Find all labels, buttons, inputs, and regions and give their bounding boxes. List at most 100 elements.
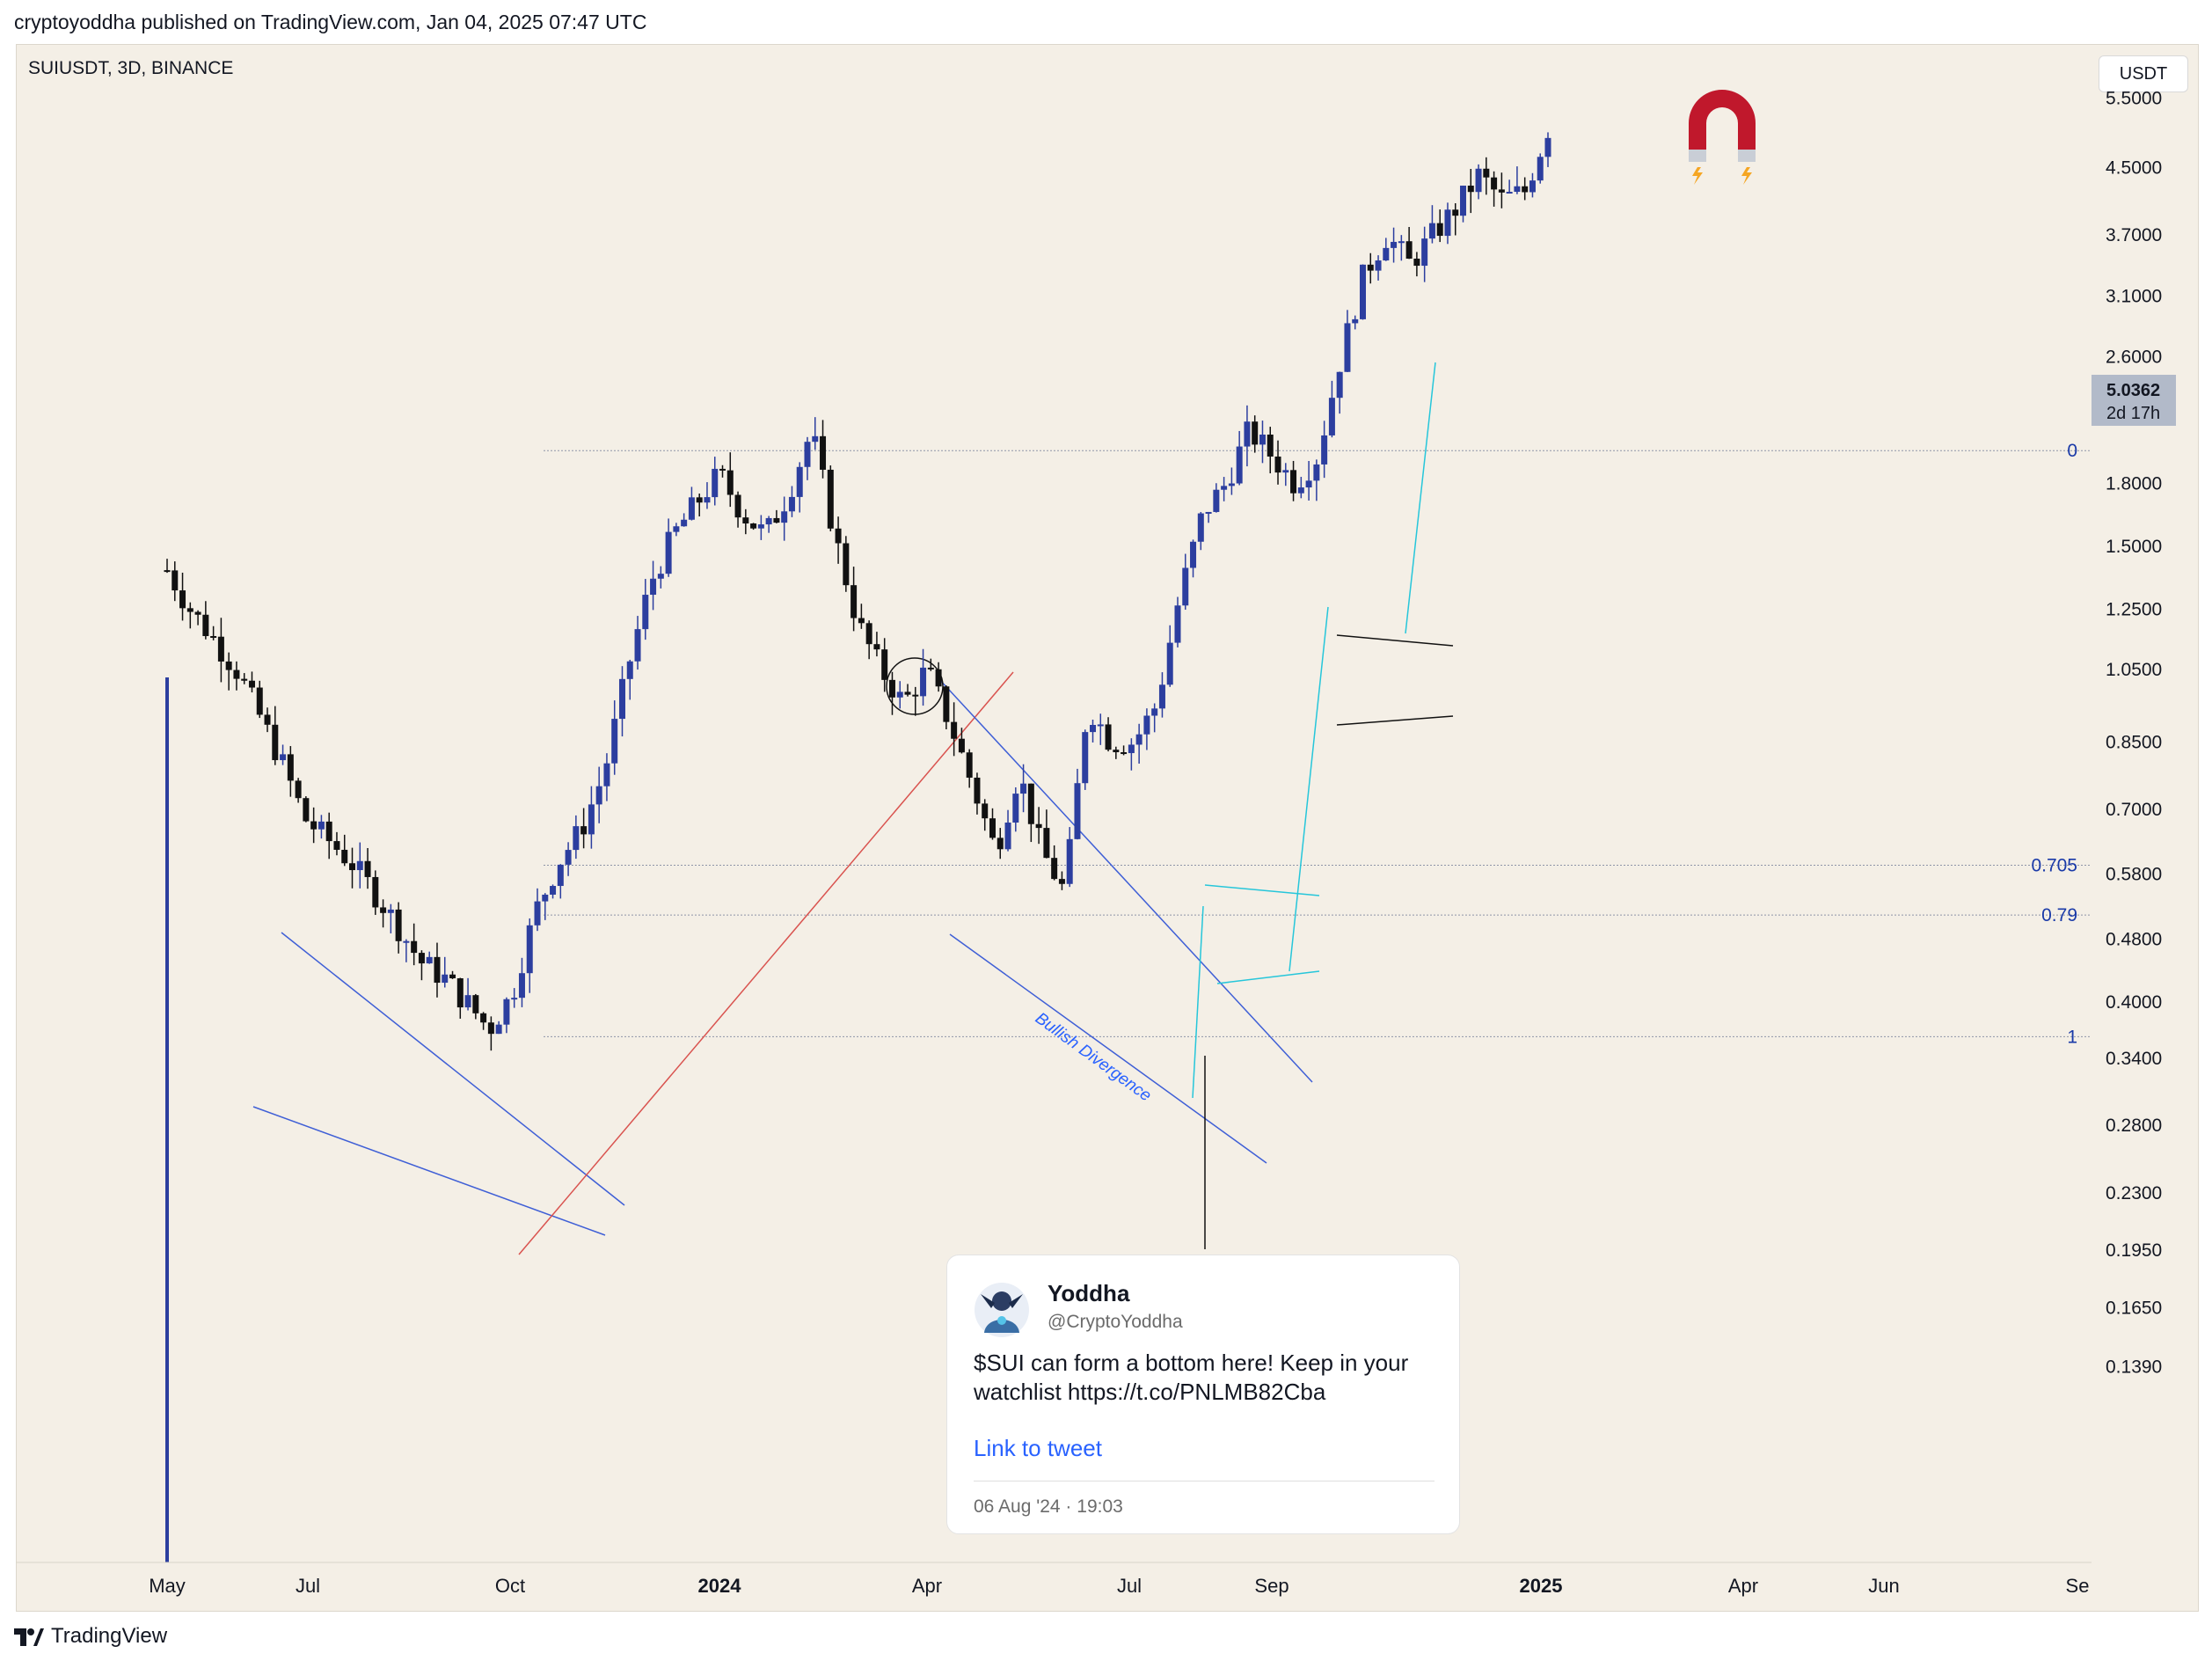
- candle-body: [1190, 541, 1197, 568]
- price-tick-label: 1.8000: [2106, 474, 2162, 494]
- candle-body: [1282, 470, 1289, 473]
- candle-body: [1097, 724, 1104, 727]
- candle-body: [1027, 783, 1034, 824]
- time-tick-label: 2025: [1520, 1575, 1563, 1597]
- candle-body: [1344, 323, 1351, 372]
- candle-body: [480, 1013, 487, 1023]
- candle-body: [233, 669, 240, 679]
- candle-body: [442, 974, 449, 984]
- candle-body: [843, 543, 850, 586]
- candle-body: [835, 528, 842, 544]
- candle-body: [1252, 421, 1259, 445]
- candle-body: [186, 608, 193, 612]
- time-tick-label: Jul: [296, 1575, 320, 1597]
- price-tick-label: 2.6000: [2106, 347, 2162, 367]
- wedge-lower-line: [252, 1106, 606, 1236]
- fib-level-label: 0.705: [2031, 856, 2077, 876]
- candle-body: [888, 679, 895, 698]
- candle-body: [881, 649, 888, 680]
- support-trendline: [518, 671, 1014, 1255]
- candle-body: [580, 826, 588, 835]
- last-price-value: 5.0362: [2106, 381, 2160, 400]
- candle-body: [434, 956, 441, 984]
- candle-body: [449, 974, 456, 979]
- trendline-drawings: [252, 362, 1454, 1255]
- avatar-icon: [975, 1283, 1029, 1337]
- candle-body: [550, 886, 557, 895]
- candle-body: [1359, 264, 1366, 319]
- candle-body: [202, 614, 209, 637]
- candle-body: [1158, 684, 1165, 709]
- price-tick-label: 0.2300: [2106, 1183, 2162, 1203]
- candle-body: [1413, 259, 1420, 267]
- candle-body: [1151, 708, 1158, 716]
- candle-body: [310, 821, 318, 830]
- candle-body: [210, 636, 217, 639]
- candle-body: [1197, 513, 1204, 542]
- candle-body: [1421, 238, 1428, 267]
- candle-body: [1398, 241, 1405, 244]
- candle-body: [726, 470, 734, 495]
- candle-body: [1522, 186, 1529, 193]
- candle-body: [812, 435, 819, 443]
- candle-body: [820, 435, 827, 470]
- candle-body: [765, 517, 772, 525]
- time-tick-label: Apr: [1728, 1575, 1758, 1597]
- impulse-line-3: [1405, 362, 1436, 634]
- candle-body: [1228, 483, 1235, 486]
- bar-countdown: 2d 17h: [2106, 404, 2160, 423]
- brand-name: TradingView: [51, 1624, 168, 1648]
- candle-body: [982, 803, 989, 819]
- time-tick-label: Jun: [1868, 1575, 1899, 1597]
- candle-body: [1375, 260, 1382, 271]
- price-tick-label: 0.1390: [2106, 1357, 2162, 1378]
- candle-body: [1460, 186, 1467, 216]
- candle-body: [1143, 715, 1150, 735]
- price-tick-label: 1.0500: [2106, 660, 2162, 680]
- currency-button[interactable]: USDT: [2099, 55, 2188, 92]
- candle-body: [418, 953, 425, 964]
- candle-body: [395, 909, 402, 941]
- candle-body: [511, 998, 518, 1000]
- candle-body: [1328, 398, 1335, 435]
- candle-body: [380, 907, 387, 913]
- candle-body: [681, 519, 688, 527]
- candle-body: [264, 714, 271, 725]
- candle-body: [1452, 209, 1459, 216]
- candle-body: [495, 1024, 502, 1035]
- candle-body: [595, 786, 602, 805]
- tweet-author-handle[interactable]: @CryptoYoddha: [1048, 1312, 1183, 1332]
- candle-body: [650, 578, 657, 596]
- candle-body: [1213, 489, 1220, 512]
- time-tick-label: 2024: [698, 1575, 742, 1597]
- impulse-line-1: [1192, 905, 1204, 1099]
- candle-body: [225, 661, 232, 670]
- candle-body: [573, 826, 580, 851]
- candle-body: [1321, 435, 1328, 465]
- candle-body: [542, 894, 549, 902]
- link-to-tweet[interactable]: Link to tweet: [974, 1435, 1102, 1461]
- last-price-tag: 5.0362 2d 17h: [2092, 375, 2176, 426]
- candle-body: [372, 876, 379, 908]
- candle-body: [734, 494, 741, 518]
- price-tick-label: 0.1650: [2106, 1298, 2162, 1318]
- price-tick-label: 0.4000: [2106, 992, 2162, 1013]
- candle-body: [989, 818, 996, 838]
- candles: [164, 132, 1551, 1562]
- time-tick-label: Apr: [912, 1575, 942, 1597]
- candle-body: [1529, 180, 1536, 193]
- candle-body: [657, 574, 664, 579]
- tweet-card[interactable]: Yoddha @CryptoYoddha $SUI can form a bot…: [946, 1255, 1460, 1534]
- candle-body: [1428, 223, 1435, 239]
- footer-brand[interactable]: TradingView: [14, 1624, 167, 1649]
- candle-body: [557, 864, 564, 887]
- price-axis: 5.50004.50003.70003.10002.60002.20001.80…: [2106, 89, 2162, 1378]
- price-tick-label: 5.5000: [2106, 89, 2162, 109]
- candle-body: [403, 940, 410, 943]
- candle-body: [387, 909, 394, 913]
- price-tick-label: 0.7000: [2106, 800, 2162, 820]
- wedge-upper-line: [281, 932, 625, 1206]
- candle-body: [1405, 241, 1413, 260]
- candle-body: [1105, 724, 1112, 750]
